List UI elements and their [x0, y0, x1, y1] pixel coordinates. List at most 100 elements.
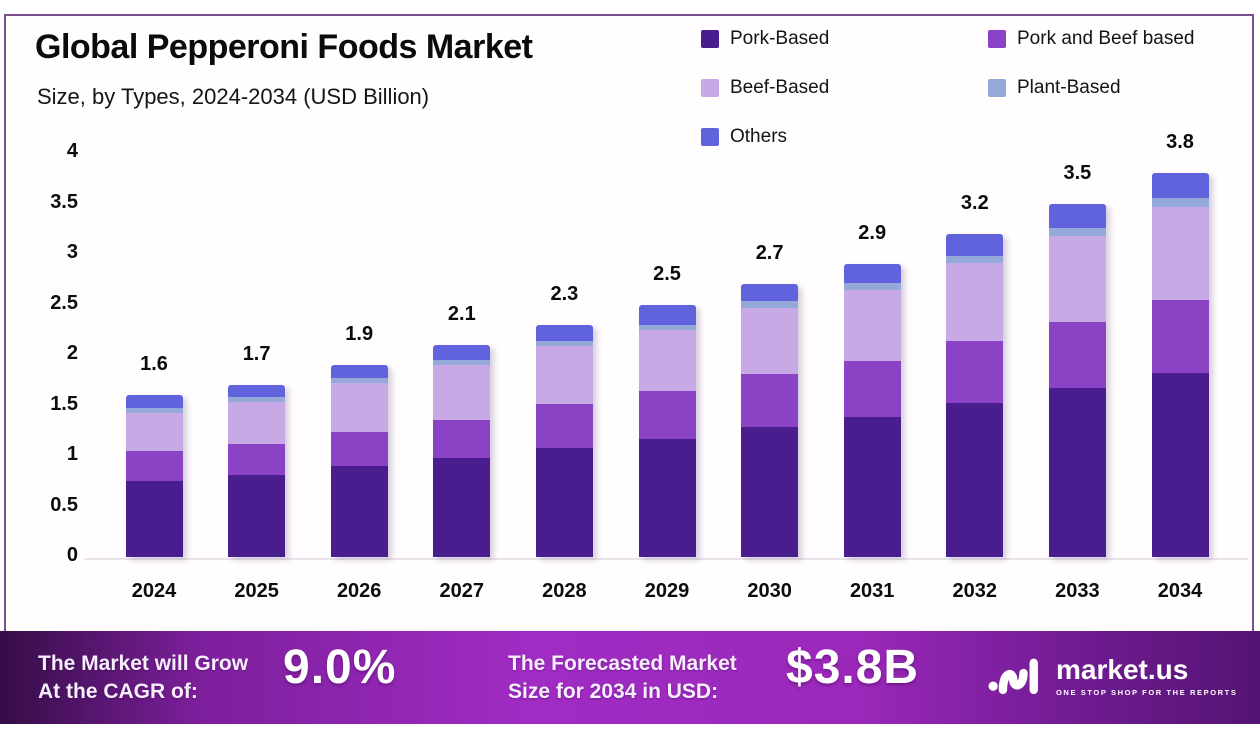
bar-2030: [741, 284, 799, 557]
bar-total-label: 2.1: [447, 302, 476, 325]
bar-segment-pork-based: [330, 466, 388, 557]
bar-total-label: 2.7: [755, 242, 784, 265]
bar-segment-pork-based: [1048, 388, 1106, 557]
bar-segment-plant-based: [330, 378, 388, 384]
forecast-label: The Forecasted Market Size for 2034 in U…: [508, 650, 737, 706]
legend-item-others: Others: [701, 126, 988, 148]
bar-segment-pork-and-beef-based: [1048, 321, 1106, 389]
x-axis-tick-label: 2031: [849, 580, 895, 602]
legend-swatch-icon: [988, 30, 1006, 48]
bar-segment-others: [1048, 203, 1106, 228]
brand-logo: market.us ONE STOP SHOP FOR THE REPORTS: [988, 651, 1237, 702]
bar-segment-others: [228, 385, 286, 398]
bar-2032: [946, 233, 1004, 557]
bar-segment-pork-based: [946, 403, 1004, 557]
x-axis-tick-label: 2032: [952, 580, 998, 602]
bar-segment-others: [535, 324, 593, 341]
legend-label: Pork-Based: [730, 28, 830, 49]
legend-item-pork-and-beef-based: Pork and Beef based: [988, 28, 1194, 50]
bar-segment-pork-based: [1151, 373, 1209, 557]
bar-segment-plant-based: [125, 407, 183, 413]
x-axis-tick-label: 2026: [336, 580, 382, 602]
y-axis-tick-label: 2: [66, 342, 78, 364]
y-axis-tick-label: 3: [66, 241, 78, 263]
x-axis-tick-label: 2029: [644, 580, 690, 602]
bar-total-label: 3.5: [1063, 161, 1092, 184]
bar-2028: [535, 324, 593, 557]
legend-label: Beef-Based: [730, 77, 830, 98]
bar-2034: [1151, 173, 1209, 557]
bar-segment-pork-and-beef-based: [638, 391, 696, 439]
bar-total-label: 1.9: [345, 323, 374, 346]
y-axis-tick-label: 2.5: [50, 291, 78, 314]
bar-segment-pork-based: [125, 481, 183, 557]
bar-2025: [228, 385, 286, 557]
bar-segment-pork-based: [843, 416, 901, 557]
bar-segment-plant-based: [433, 360, 491, 366]
legend-item-pork-based: Pork-Based: [701, 28, 988, 50]
legend-item-plant-based: Plant-Based: [988, 77, 1194, 99]
bar-segment-beef-based: [1048, 235, 1106, 322]
bar-segment-beef-based: [741, 307, 799, 375]
bar-segment-beef-based: [535, 345, 593, 405]
brand-name: market.us: [1056, 654, 1189, 685]
bar-segment-pork-and-beef-based: [843, 361, 901, 417]
page-title: Global Pepperoni Foods Market: [35, 28, 533, 66]
bar-2033: [1048, 203, 1106, 558]
legend-label: Others: [730, 126, 788, 147]
bar-segment-pork-based: [638, 438, 696, 557]
bar-segment-pork-based: [741, 426, 799, 557]
legend-item-beef-based: Beef-Based: [701, 77, 988, 99]
bar-segment-beef-based: [638, 329, 696, 392]
legend-swatch-icon: [988, 79, 1006, 97]
bar-total-label: 2.5: [653, 262, 681, 285]
bar-2027: [433, 344, 491, 557]
bar-segment-others: [843, 264, 901, 284]
bar-2024: [125, 395, 183, 557]
cagr-label-line2: At the CAGR of:: [38, 679, 198, 703]
x-axis-tick-label: 2033: [1055, 580, 1100, 602]
bar-total-label: 2.3: [550, 282, 579, 305]
bar-segment-others: [433, 344, 491, 361]
bar-total-label: 1.7: [242, 343, 271, 366]
x-axis-tick-label: 2024: [131, 580, 177, 602]
bar-2026: [330, 365, 388, 557]
footer-banner: The Market will Grow At the CAGR of: 9.0…: [0, 631, 1260, 724]
bar-segment-beef-based: [125, 412, 183, 451]
bar-segment-others: [1151, 173, 1209, 199]
bar-segment-pork-and-beef-based: [741, 374, 799, 427]
bar-segment-plant-based: [946, 256, 1004, 264]
bar-segment-beef-based: [946, 263, 1004, 341]
forecast-value: $3.8B: [786, 641, 920, 694]
y-axis-tick-label: 3.5: [50, 190, 78, 213]
bar-segment-plant-based: [228, 397, 286, 403]
bar-segment-beef-based: [843, 290, 901, 362]
page-subtitle: Size, by Types, 2024-2034 (USD Billion): [37, 84, 430, 109]
forecast-label-line2: Size for 2034 in USD:: [508, 679, 719, 703]
bar-segment-plant-based: [638, 324, 696, 330]
bar-segment-others: [638, 304, 696, 325]
bar-segment-plant-based: [535, 340, 593, 346]
bar-total-label: 1.6: [140, 353, 168, 376]
bar-segment-plant-based: [1048, 227, 1106, 236]
bar-total-label: 2.9: [858, 222, 887, 245]
bar-segment-pork-and-beef-based: [1151, 300, 1209, 374]
bar-segment-beef-based: [330, 383, 388, 432]
y-axis-tick-label: 0.5: [50, 493, 78, 516]
bar-segment-pork-and-beef-based: [330, 431, 388, 467]
bar-segment-beef-based: [228, 402, 286, 444]
x-axis-line: [84, 558, 1248, 560]
bar-segment-others: [125, 395, 183, 408]
bar-segment-beef-based: [1151, 206, 1209, 301]
bar-segment-pork-and-beef-based: [433, 419, 491, 458]
y-axis-tick-label: 1: [66, 443, 78, 465]
x-axis-tick-label: 2034: [1157, 580, 1203, 602]
y-axis-tick-label: 1.5: [50, 392, 78, 415]
bar-segment-pork-and-beef-based: [125, 450, 183, 482]
marketus-logo-icon: [988, 651, 1044, 702]
bar-segment-others: [741, 284, 799, 302]
bar-segment-pork-based: [535, 447, 593, 557]
bar-total-label: 3.2: [960, 191, 989, 214]
bar-segment-others: [946, 233, 1004, 257]
